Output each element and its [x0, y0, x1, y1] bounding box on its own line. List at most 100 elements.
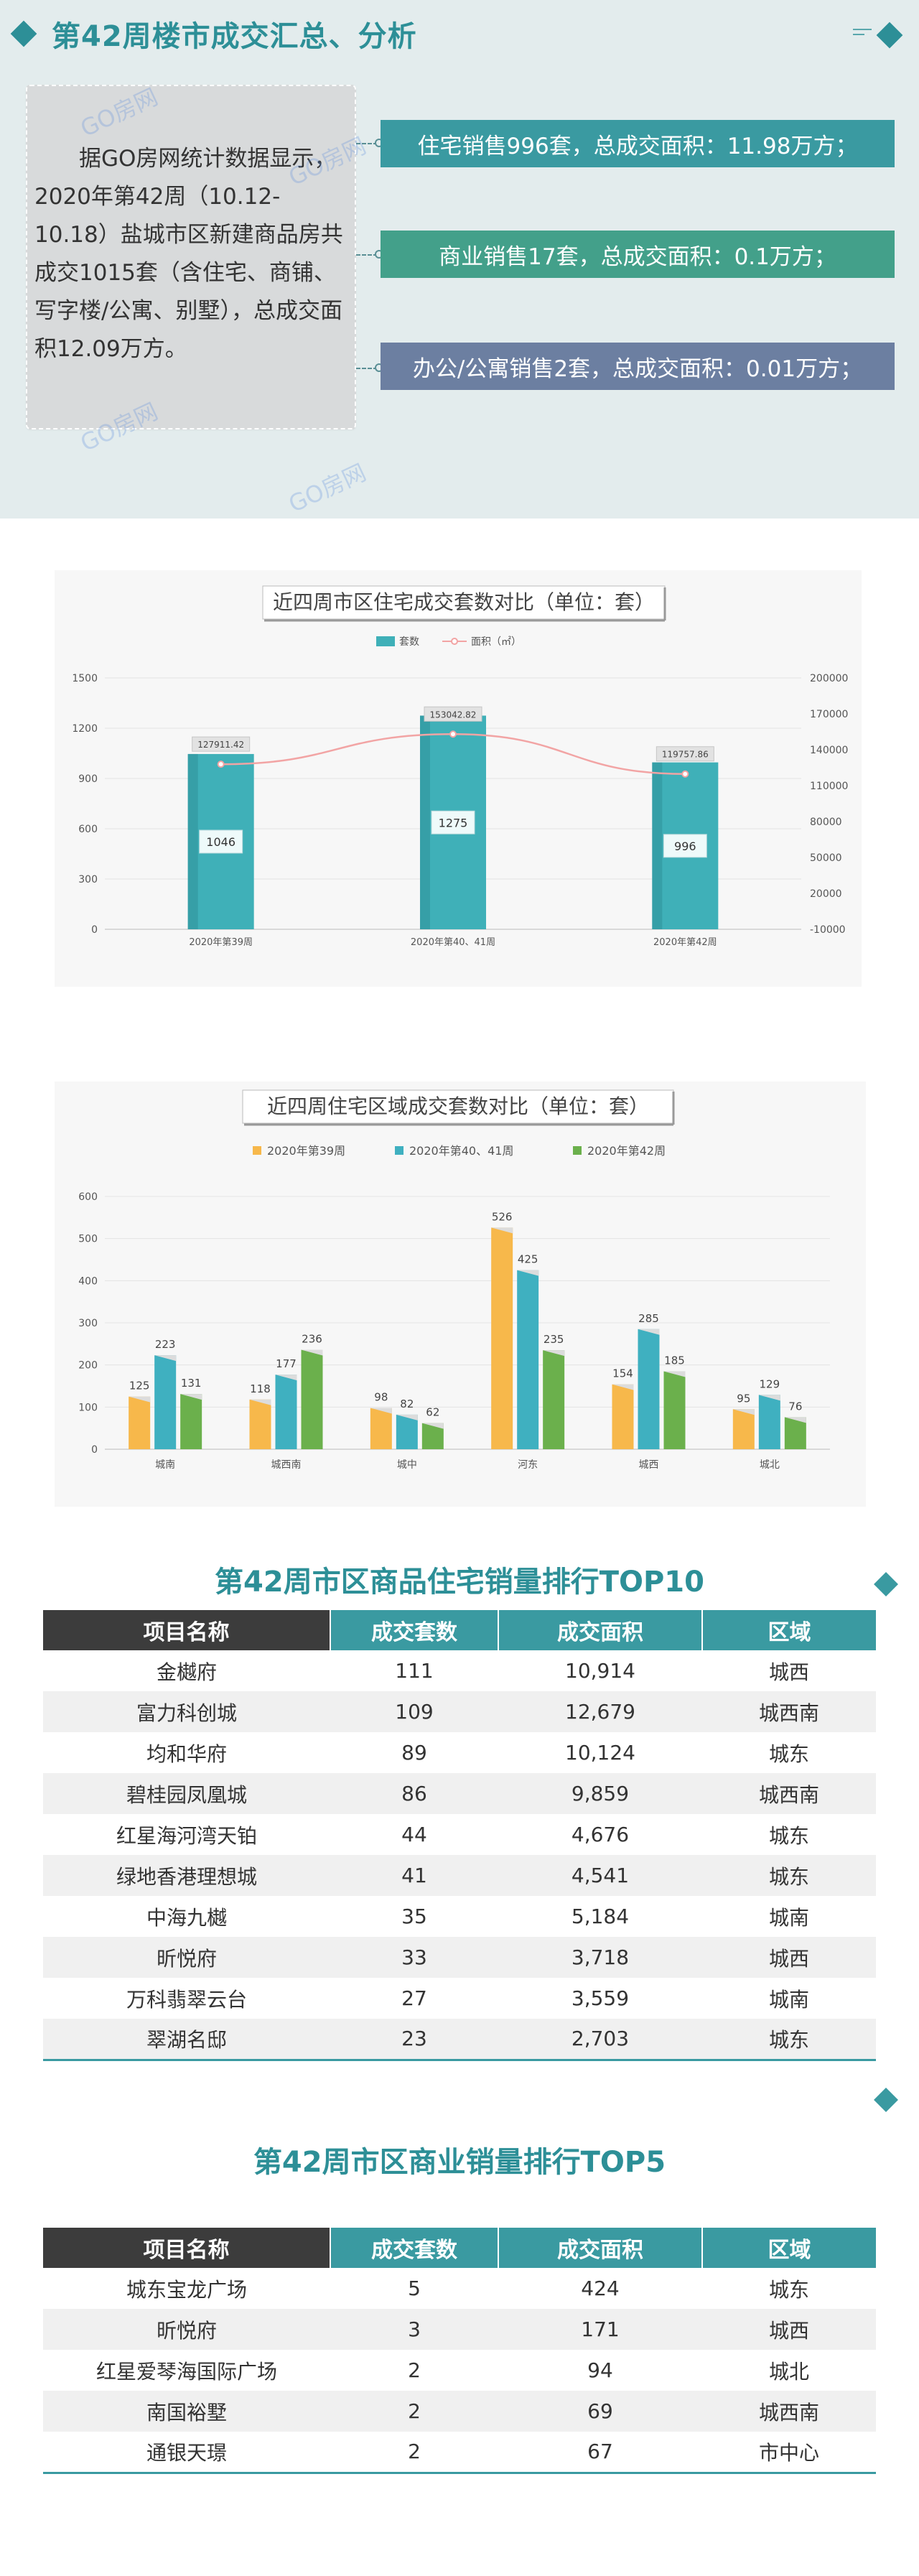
bar-value-label: 98: [374, 1391, 388, 1404]
stat-residential-text: 住宅销售996套，总成交面积：11.98万方；: [417, 133, 858, 159]
bar-value-label: 185: [664, 1354, 685, 1367]
cell-units: 27: [330, 1978, 498, 2019]
col-project-name: 项目名称: [43, 2228, 330, 2268]
cell-units: 109: [330, 1691, 498, 1732]
table-row: 红星海河湾天铂 44 4,676 城东: [43, 1814, 876, 1855]
legend-marker-area: [451, 638, 458, 645]
bar-value-label: 1275: [439, 816, 468, 829]
cell-units: 33: [330, 1937, 498, 1978]
cell-area: 171: [498, 2309, 702, 2350]
cell-project-name: 昕悦府: [43, 1937, 330, 1978]
connector-line: [356, 254, 378, 256]
summary-section: 第42周楼市成交汇总、分析 据GO房网统计数据显示，2020年第42周（10.1…: [0, 0, 919, 519]
top5-table: 项目名称 成交套数 成交面积 区域 城东宝龙广场 5 424 城东 昕悦府 3 171 城西红…: [43, 2228, 876, 2474]
stat-commercial: 商业销售17套，总成交面积：0.1万方；: [381, 231, 895, 278]
bar-value-label: 154: [612, 1367, 633, 1380]
cell-area: 67: [498, 2432, 702, 2474]
bar-cap: [491, 1227, 513, 1234]
bar: [396, 1414, 418, 1449]
bar-value-label: 285: [638, 1312, 659, 1325]
cell-units: 41: [330, 1855, 498, 1896]
bar-value-label: 223: [155, 1338, 176, 1351]
table-header-row: 项目名称 成交套数 成交面积 区域: [43, 2228, 876, 2268]
bar-cap: [249, 1399, 271, 1405]
y-tick-right: 170000: [810, 709, 848, 720]
bar-cap: [154, 1355, 177, 1362]
table-row: 金樾府 111 10,914 城西: [43, 1650, 876, 1691]
area-value-label: 153042.82: [430, 710, 477, 720]
cell-project-name: 城东宝龙广场: [43, 2268, 330, 2309]
chart-title: 近四周住宅区域成交套数对比（单位：套）: [267, 1094, 649, 1118]
col-project-name: 项目名称: [43, 1610, 330, 1650]
y-tick-right: 110000: [810, 781, 848, 792]
bar-cap: [180, 1394, 202, 1400]
diamond-icon: [874, 2088, 898, 2112]
area-value-label: 127911.42: [197, 740, 244, 750]
cell-units: 44: [330, 1814, 498, 1855]
y-tick-right: 50000: [810, 852, 842, 864]
chart-title: 近四周市区住宅成交套数对比（单位：套）: [273, 590, 655, 614]
y-tick: 200: [78, 1360, 98, 1372]
col-district: 区域: [701, 2228, 876, 2268]
bar-shade: [652, 762, 663, 929]
bar: [784, 1417, 806, 1449]
y-tick: 600: [78, 1191, 98, 1203]
cell-area: 3,559: [498, 1978, 702, 2019]
y-tick-left: 0: [91, 924, 98, 936]
cell-units: 86: [330, 1773, 498, 1814]
connector-line: [356, 143, 378, 144]
area-label-box: [192, 736, 251, 752]
y-tick: 500: [78, 1234, 98, 1245]
legend-label: 2020年第42周: [587, 1144, 666, 1158]
bar: [543, 1350, 565, 1449]
cell-project-name: 红星爱琴海国际广场: [43, 2350, 330, 2391]
y-tick-right: 80000: [810, 817, 842, 828]
cell-area: 10,124: [498, 1732, 702, 1773]
page-title: 第42周楼市成交汇总、分析: [52, 20, 417, 53]
legend-label: 2020年第40、41周: [409, 1144, 513, 1158]
table-row: 万科翡翠云台 27 3,559 城南: [43, 1978, 876, 2019]
y-tick-right: -10000: [810, 924, 846, 936]
summary-text: 据GO房网统计数据显示，2020年第42周（10.12-10.18）盐城市区新建…: [34, 146, 343, 362]
cell-project-name: 万科翡翠云台: [43, 1978, 330, 2019]
area-value-label: 119757.86: [662, 750, 709, 760]
cell-project-name: 翠湖名邸: [43, 2019, 330, 2061]
cell-units: 2: [330, 2432, 498, 2474]
bar-value-label: 82: [400, 1398, 414, 1410]
cell-area: 5,184: [498, 1896, 702, 1937]
x-tick-label: 2020年第40、41周: [411, 937, 495, 948]
residential-chart-panel: 近四周市区住宅成交套数对比（单位：套） 套数 面积（㎡） 0 300 600 900 1200…: [55, 570, 862, 987]
cell-area: 2,703: [498, 2019, 702, 2061]
cell-district: 城东: [702, 1855, 876, 1896]
bar: [517, 1270, 539, 1449]
bar-value-box: [431, 810, 475, 834]
legend-label-units: 套数: [399, 636, 419, 648]
cell-district: 城北: [702, 2350, 876, 2391]
x-tick-label: 城南: [155, 1459, 175, 1471]
col-district: 区域: [701, 1610, 876, 1650]
bar: [370, 1408, 392, 1449]
bar-value-box: [663, 834, 707, 858]
cell-project-name: 绿地香港理想城: [43, 1855, 330, 1896]
bar-cap: [663, 1371, 686, 1377]
cell-units: 2: [330, 2350, 498, 2391]
chart-title-box: [262, 585, 666, 620]
bar: [491, 1227, 513, 1449]
bar: [758, 1395, 780, 1449]
cell-district: 城西: [702, 1937, 876, 1978]
top5-title: 第42周市区商业销量排行TOP5: [253, 2146, 666, 2179]
bar-value-label: 95: [737, 1392, 750, 1405]
cell-project-name: 中海九樾: [43, 1896, 330, 1937]
table-row: 昕悦府 3 171 城西: [43, 2309, 876, 2350]
table-row: 南国裕墅 2 69 城西南: [43, 2391, 876, 2432]
cell-district: 城西: [702, 2309, 876, 2350]
bar-cap: [543, 1350, 565, 1357]
table-row: 富力科创城 109 12,679 城西南: [43, 1691, 876, 1732]
district-chart: 近四周住宅区域成交套数对比（单位：套） 2020年第39周 2020年第40、41周…: [78, 1089, 830, 1471]
cell-project-name: 通银天璟: [43, 2432, 330, 2474]
stat-office: 办公/公寓销售2套，总成交面积：0.01万方；: [381, 343, 895, 390]
bar: [249, 1399, 271, 1449]
legend-swatch: [573, 1146, 582, 1155]
table-row: 翠湖名邸 23 2,703 城东: [43, 2019, 876, 2061]
bar-shade: [187, 753, 198, 929]
